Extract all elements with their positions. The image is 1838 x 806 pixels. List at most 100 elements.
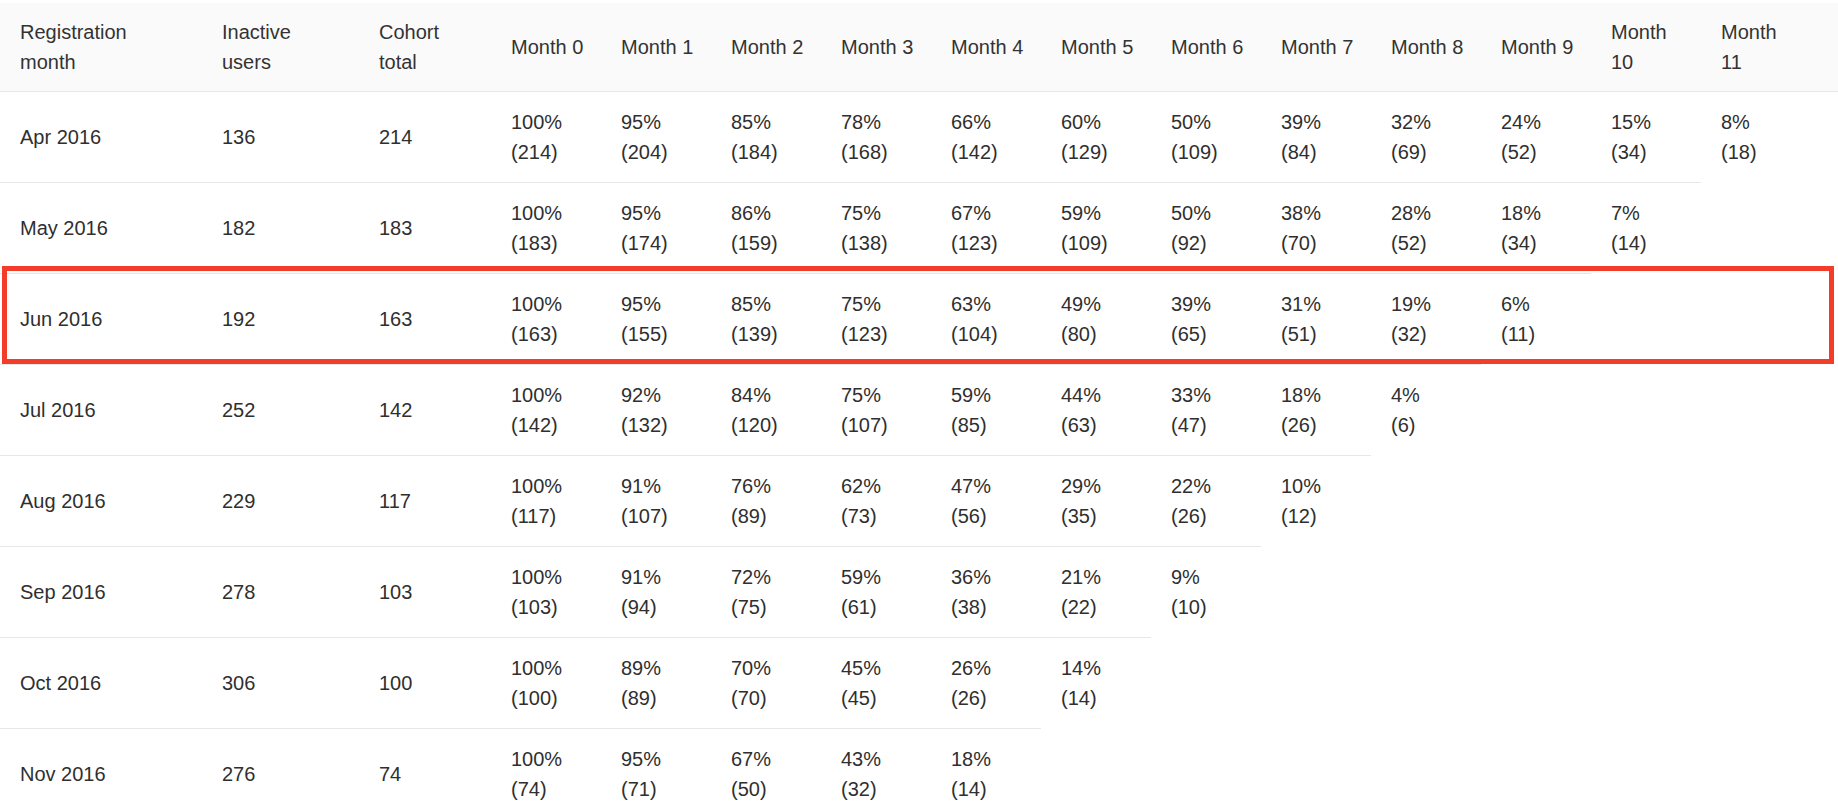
retention-cell-month-0: 100%(142) xyxy=(491,365,601,456)
retention-count: (32) xyxy=(1391,319,1481,349)
retention-cell-month-4: 36%(38) xyxy=(931,547,1041,638)
retention-count: (35) xyxy=(1061,501,1151,531)
column-header-month-7: Month 7 xyxy=(1261,3,1371,92)
table-row-highlighted: Jun 2016192163100%(163)95%(155)85%(139)7… xyxy=(0,274,1838,365)
retention-percent: 100% xyxy=(511,289,601,319)
retention-cell-month-3: 75%(138) xyxy=(821,183,931,274)
retention-cell-month-8: 28%(52) xyxy=(1371,183,1481,274)
cohort-table-container: Registration month Inactive users Cohort… xyxy=(0,0,1838,806)
table-row: Aug 2016229117100%(117)91%(107)76%(89)62… xyxy=(0,456,1838,547)
retention-count: (75) xyxy=(731,592,821,622)
retention-count: (11) xyxy=(1501,319,1591,349)
cohort-total-cell: 74 xyxy=(359,729,491,806)
column-header-cohort-total: Cohort total xyxy=(359,3,491,92)
retention-count: (10) xyxy=(1171,592,1261,622)
retention-percent: 100% xyxy=(511,471,601,501)
empty-cell xyxy=(1591,729,1701,806)
retention-count: (56) xyxy=(951,501,1041,531)
retention-cell-month-6: 9%(10) xyxy=(1151,547,1261,638)
retention-percent: 26% xyxy=(951,653,1041,683)
retention-cell-month-5: 59%(109) xyxy=(1041,183,1151,274)
retention-cell-month-7: 10%(12) xyxy=(1261,456,1371,547)
retention-count: (120) xyxy=(731,410,821,440)
empty-cell xyxy=(1701,274,1838,365)
retention-count: (138) xyxy=(841,228,931,258)
retention-percent: 95% xyxy=(621,107,711,137)
retention-cell-month-8: 19%(32) xyxy=(1371,274,1481,365)
retention-count: (109) xyxy=(1171,137,1261,167)
empty-cell xyxy=(1371,456,1481,547)
retention-count: (155) xyxy=(621,319,711,349)
retention-cell-month-9: 24%(52) xyxy=(1481,92,1591,183)
table-row: Nov 201627674100%(74)95%(71)67%(50)43%(3… xyxy=(0,729,1838,806)
inactive-users-cell: 192 xyxy=(202,274,359,365)
retention-count: (34) xyxy=(1611,137,1701,167)
retention-percent: 85% xyxy=(731,107,821,137)
retention-percent: 100% xyxy=(511,653,601,683)
retention-percent: 10% xyxy=(1281,471,1371,501)
retention-cell-month-10: 15%(34) xyxy=(1591,92,1701,183)
retention-count: (89) xyxy=(621,683,711,713)
retention-cell-month-5: 49%(80) xyxy=(1041,274,1151,365)
retention-count: (163) xyxy=(511,319,601,349)
inactive-users-cell: 136 xyxy=(202,92,359,183)
retention-count: (14) xyxy=(1611,228,1701,258)
retention-cell-month-1: 95%(204) xyxy=(601,92,711,183)
retention-percent: 59% xyxy=(951,380,1041,410)
retention-cell-month-2: 85%(139) xyxy=(711,274,821,365)
retention-count: (14) xyxy=(951,774,1041,804)
retention-cell-month-4: 47%(56) xyxy=(931,456,1041,547)
column-header-month-8: Month 8 xyxy=(1371,3,1481,92)
column-header-month-10: Month 10 xyxy=(1591,3,1701,92)
retention-cell-month-5: 44%(63) xyxy=(1041,365,1151,456)
retention-percent: 8% xyxy=(1721,107,1838,137)
retention-percent: 6% xyxy=(1501,289,1591,319)
retention-count: (26) xyxy=(951,683,1041,713)
retention-percent: 38% xyxy=(1281,198,1371,228)
empty-cell xyxy=(1701,729,1838,806)
retention-count: (70) xyxy=(731,683,821,713)
retention-cell-month-2: 84%(120) xyxy=(711,365,821,456)
retention-count: (117) xyxy=(511,501,601,531)
retention-count: (132) xyxy=(621,410,711,440)
empty-cell xyxy=(1481,365,1591,456)
retention-count: (50) xyxy=(731,774,821,804)
registration-month-cell: Nov 2016 xyxy=(0,729,202,806)
retention-cell-month-6: 22%(26) xyxy=(1151,456,1261,547)
column-header-inactive-users: Inactive users xyxy=(202,3,359,92)
retention-percent: 32% xyxy=(1391,107,1481,137)
retention-cell-month-6: 50%(109) xyxy=(1151,92,1261,183)
retention-cell-month-7: 38%(70) xyxy=(1261,183,1371,274)
retention-count: (168) xyxy=(841,137,931,167)
retention-cell-month-0: 100%(103) xyxy=(491,547,601,638)
retention-percent: 9% xyxy=(1171,562,1261,592)
retention-percent: 7% xyxy=(1611,198,1701,228)
retention-percent: 45% xyxy=(841,653,931,683)
retention-count: (26) xyxy=(1281,410,1371,440)
registration-month-cell: Sep 2016 xyxy=(0,547,202,638)
retention-percent: 75% xyxy=(841,198,931,228)
table-row: Sep 2016278103100%(103)91%(94)72%(75)59%… xyxy=(0,547,1838,638)
retention-count: (61) xyxy=(841,592,931,622)
retention-cell-month-0: 100%(163) xyxy=(491,274,601,365)
retention-percent: 100% xyxy=(511,107,601,137)
retention-count: (129) xyxy=(1061,137,1151,167)
retention-percent: 19% xyxy=(1391,289,1481,319)
inactive-users-cell: 229 xyxy=(202,456,359,547)
retention-count: (107) xyxy=(621,501,711,531)
retention-cell-month-9: 18%(34) xyxy=(1481,183,1591,274)
column-header-month-5: Month 5 xyxy=(1041,3,1151,92)
retention-count: (107) xyxy=(841,410,931,440)
empty-cell xyxy=(1591,274,1701,365)
retention-cell-month-1: 95%(71) xyxy=(601,729,711,806)
registration-month-cell: Apr 2016 xyxy=(0,92,202,183)
retention-cell-month-3: 45%(45) xyxy=(821,638,931,729)
column-header-month-11: Month 11 xyxy=(1701,3,1838,92)
retention-cell-month-1: 91%(94) xyxy=(601,547,711,638)
retention-cell-month-3: 62%(73) xyxy=(821,456,931,547)
retention-count: (32) xyxy=(841,774,931,804)
retention-percent: 76% xyxy=(731,471,821,501)
retention-cell-month-3: 43%(32) xyxy=(821,729,931,806)
retention-count: (109) xyxy=(1061,228,1151,258)
cohort-total-cell: 163 xyxy=(359,274,491,365)
